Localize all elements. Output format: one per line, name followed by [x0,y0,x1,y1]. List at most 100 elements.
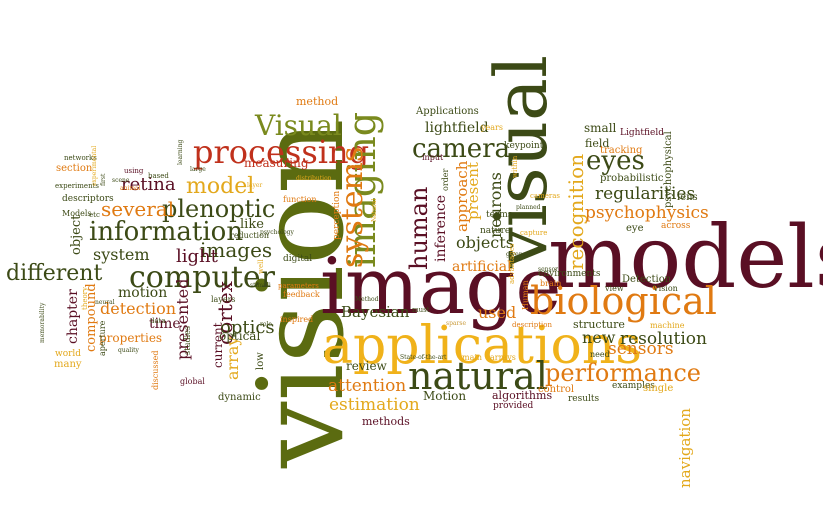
word-input: input [422,153,444,162]
word-models-cap: Models [62,209,92,218]
word-neural: neural [95,299,115,306]
word-chapter: chapter [65,289,81,344]
word-object: object [69,214,84,255]
word-review: review [346,359,387,373]
word-applications: applications [322,316,642,376]
word-eye: eye [626,223,644,234]
word-properties: properties [99,331,163,345]
word-artificial: artificial [452,259,512,275]
word-system: system [93,245,150,264]
word-reduction: reduction [230,231,270,240]
word-measuring: measuring [244,156,309,170]
word-retina: retina [121,174,176,195]
word-experiments: experiments [55,182,99,190]
word-etc: etc [89,211,100,219]
word-computer: computer [129,260,275,295]
word-quality: quality [118,347,139,354]
word-terms: terms [486,210,513,220]
word-sensors: sensors [608,339,674,359]
word-digital: digital [283,254,313,264]
word-layer: layer [247,182,263,189]
word-scene: scene [112,177,130,184]
word-information: information [89,217,244,247]
word-method: method [296,95,339,108]
word-lightfield: lightfield [425,120,489,136]
word-inspired: inspired [280,315,314,324]
word-sparse: sparse [446,320,466,327]
word-different: different [6,261,103,286]
word-provided: provided [493,401,534,411]
word-global: global [180,377,205,386]
word-estimation: estimation [329,395,420,415]
word-layers: layers [211,295,236,304]
word-light: light [176,246,218,267]
word-world: world [55,349,82,359]
word-experimental: experimental [91,145,98,186]
word-tracking: tracking [600,145,643,156]
word-distribution: distribution [296,175,332,182]
word-results: results [568,394,600,404]
word-methods: methods [362,415,410,428]
word-networks: networks [64,154,97,162]
word-probabilistic: probabilistic [600,173,664,184]
word-parameters: parameters [278,282,319,290]
word-regularities: regularities [595,184,696,204]
word-algorithms: algorithms [492,389,553,402]
word-objects: objects [456,233,514,252]
word-detection: detection [100,299,177,318]
word-natural-cap: Natural [371,198,378,222]
word-stimuli: stimuli [250,282,271,289]
word-natural: natural [408,354,548,398]
word-description: description [512,321,552,329]
word-using: using [124,167,144,175]
word-state-of-the-art: State-of-the-art [400,354,447,361]
word-machine: machine [650,321,685,330]
word-array: array [223,336,242,380]
word-human: human [405,186,433,270]
word-motion: motion [118,285,168,301]
word-perception: perception [332,190,342,240]
word-nature: nature [480,226,511,236]
word-lightfield-cap: Lightfield [620,128,664,138]
word-studies: studies [183,326,192,355]
word-biological: biological [530,279,717,323]
word-field: field [585,137,610,150]
word-section: section [56,163,93,174]
word-like: like [240,217,264,232]
word-vision-cap: Vision [653,284,678,293]
word-aperture: aperture [98,320,107,356]
word-givens: givens [506,251,526,258]
word-performance: performance [545,359,702,387]
word-optics: optics [220,317,275,338]
word-across: across [661,221,691,231]
word-descriptors: descriptors [62,194,114,204]
word-attention: attention [328,376,407,396]
word-new: new [582,328,616,347]
word-within: within [511,155,519,178]
word-camera: camera [412,134,511,164]
word-well: well [257,259,265,274]
word-model: model [186,174,255,199]
word-brain: brain [540,279,562,288]
word-visual-cap: Visual [255,109,342,142]
word-view: view [605,284,624,293]
word-dynamic: dynamic [218,392,261,403]
word-navigation: navigation [676,408,694,488]
word-planned: planned [516,204,541,211]
word-cameras: cameras [530,192,560,200]
word-optical: optical [219,329,261,343]
word-order: order [441,168,450,191]
word-systems: systems [335,146,370,268]
word-time: time [149,316,181,332]
word-main: main [462,353,483,362]
word-many: many [54,359,82,370]
word-animal: animal [120,185,141,192]
word-function: function [283,195,317,204]
word-structure: structure [573,318,625,331]
word-motion-cap: Motion [423,389,467,403]
word-theory: theory [81,287,89,310]
word-images: images [200,238,273,262]
word-current: current [211,322,225,368]
word-capture: capture [520,229,548,237]
